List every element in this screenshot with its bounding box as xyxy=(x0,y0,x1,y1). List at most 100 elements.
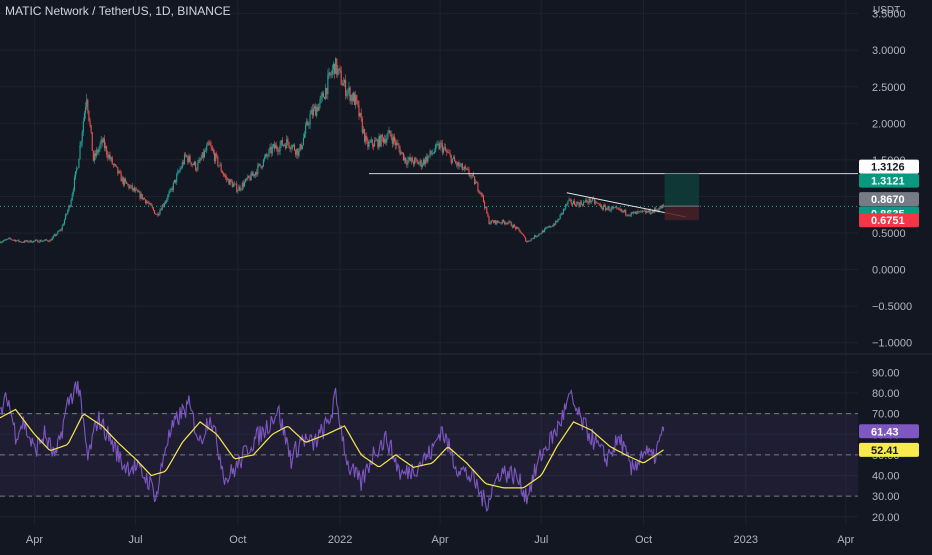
candle-body xyxy=(190,162,192,166)
candle-body xyxy=(130,185,132,187)
candle-body xyxy=(481,194,483,196)
candle-body xyxy=(336,58,338,75)
candle-body xyxy=(515,226,517,230)
symbol-title[interactable]: MATIC Network / TetherUS, 1D, BINANCE xyxy=(5,4,231,18)
candle-body xyxy=(648,209,650,213)
candle-body xyxy=(292,144,294,146)
candle-body xyxy=(608,206,610,211)
candle-body xyxy=(22,242,24,243)
candle-body xyxy=(120,172,122,182)
candle-body xyxy=(136,189,138,191)
candle-body xyxy=(346,93,348,96)
target-zone[interactable] xyxy=(664,173,700,207)
candle-body xyxy=(449,153,451,156)
candle-body xyxy=(391,137,393,144)
candle-body xyxy=(129,186,131,189)
candle-body xyxy=(138,191,140,193)
candle-body xyxy=(247,175,249,180)
candle-body xyxy=(612,207,615,209)
candle-body xyxy=(546,227,548,229)
candle-body xyxy=(424,159,426,165)
candle-body xyxy=(448,152,450,154)
candle-body xyxy=(464,166,466,170)
candle-body xyxy=(496,220,498,225)
candle-body xyxy=(123,179,126,185)
candle-body xyxy=(192,164,194,165)
candle-body xyxy=(529,240,531,242)
candle-body xyxy=(405,157,407,163)
candle-body xyxy=(372,145,374,147)
candle-body xyxy=(278,151,280,153)
candle-body xyxy=(356,95,358,101)
candle-body xyxy=(646,211,648,214)
candle-body xyxy=(162,204,164,206)
candle-body xyxy=(118,171,120,174)
candle-body xyxy=(289,146,291,149)
time-axis[interactable]: Apr Jul Oct 2022 Apr Jul Oct 2023 Apr xyxy=(26,534,855,546)
candle-body xyxy=(661,205,663,209)
candle-body xyxy=(349,87,351,102)
price-candles xyxy=(0,57,665,244)
candle-body xyxy=(179,168,181,172)
candle-body xyxy=(309,114,311,125)
candle-body xyxy=(406,162,408,165)
candle-body xyxy=(454,157,456,162)
candle-body xyxy=(450,155,452,164)
candle-body xyxy=(328,72,330,76)
candle-body xyxy=(253,174,256,176)
candle-body xyxy=(468,169,470,175)
rsi-value-label-box xyxy=(859,424,919,439)
candle-body xyxy=(199,159,201,161)
candle-body xyxy=(560,212,562,215)
candle-body xyxy=(212,149,214,153)
candle-body xyxy=(9,238,11,239)
candle-body xyxy=(67,210,69,214)
candle-body xyxy=(218,165,220,167)
candle-body xyxy=(178,171,180,173)
drawing-tools[interactable] xyxy=(0,173,858,221)
rsi-tick-label: 70.00 xyxy=(872,409,900,421)
candle-body xyxy=(21,242,23,243)
time-tick-label: 2022 xyxy=(328,534,352,546)
candle-body xyxy=(537,235,539,237)
candle-body xyxy=(268,149,270,156)
candle-body xyxy=(210,145,212,148)
candle-body xyxy=(300,144,302,150)
candle-body xyxy=(655,208,657,211)
rsi-tick-label: 40.00 xyxy=(872,471,900,483)
candle-body xyxy=(342,83,344,86)
candle-body xyxy=(0,241,1,244)
candle-body xyxy=(355,95,357,105)
candle-body xyxy=(301,145,303,150)
candle-body xyxy=(76,168,78,172)
candle-body xyxy=(462,169,465,170)
candle-body xyxy=(505,222,507,224)
candle-body xyxy=(602,205,605,210)
candle-body xyxy=(299,144,301,151)
candle-body xyxy=(50,239,52,241)
candle-body xyxy=(89,120,91,126)
candle-body xyxy=(10,238,12,240)
candle-body xyxy=(60,229,62,231)
candle-body xyxy=(156,214,158,215)
candle-body xyxy=(407,159,409,165)
price-tick-label: 3.5000 xyxy=(872,9,906,21)
candle-body xyxy=(145,199,147,203)
candle-body xyxy=(228,178,230,185)
candle-body xyxy=(226,177,228,180)
candle-body xyxy=(381,134,383,138)
candle-body xyxy=(71,194,73,200)
candle-body xyxy=(615,207,617,209)
stop-zone[interactable] xyxy=(664,206,700,221)
candle-body xyxy=(193,161,196,165)
candle-body xyxy=(333,63,336,74)
candle-body xyxy=(27,240,29,243)
candle-body xyxy=(591,197,593,201)
candle-body xyxy=(231,181,233,187)
candle-body xyxy=(399,148,401,155)
candle-body xyxy=(223,174,226,176)
candle-body xyxy=(569,199,571,201)
candle-body xyxy=(440,142,442,144)
